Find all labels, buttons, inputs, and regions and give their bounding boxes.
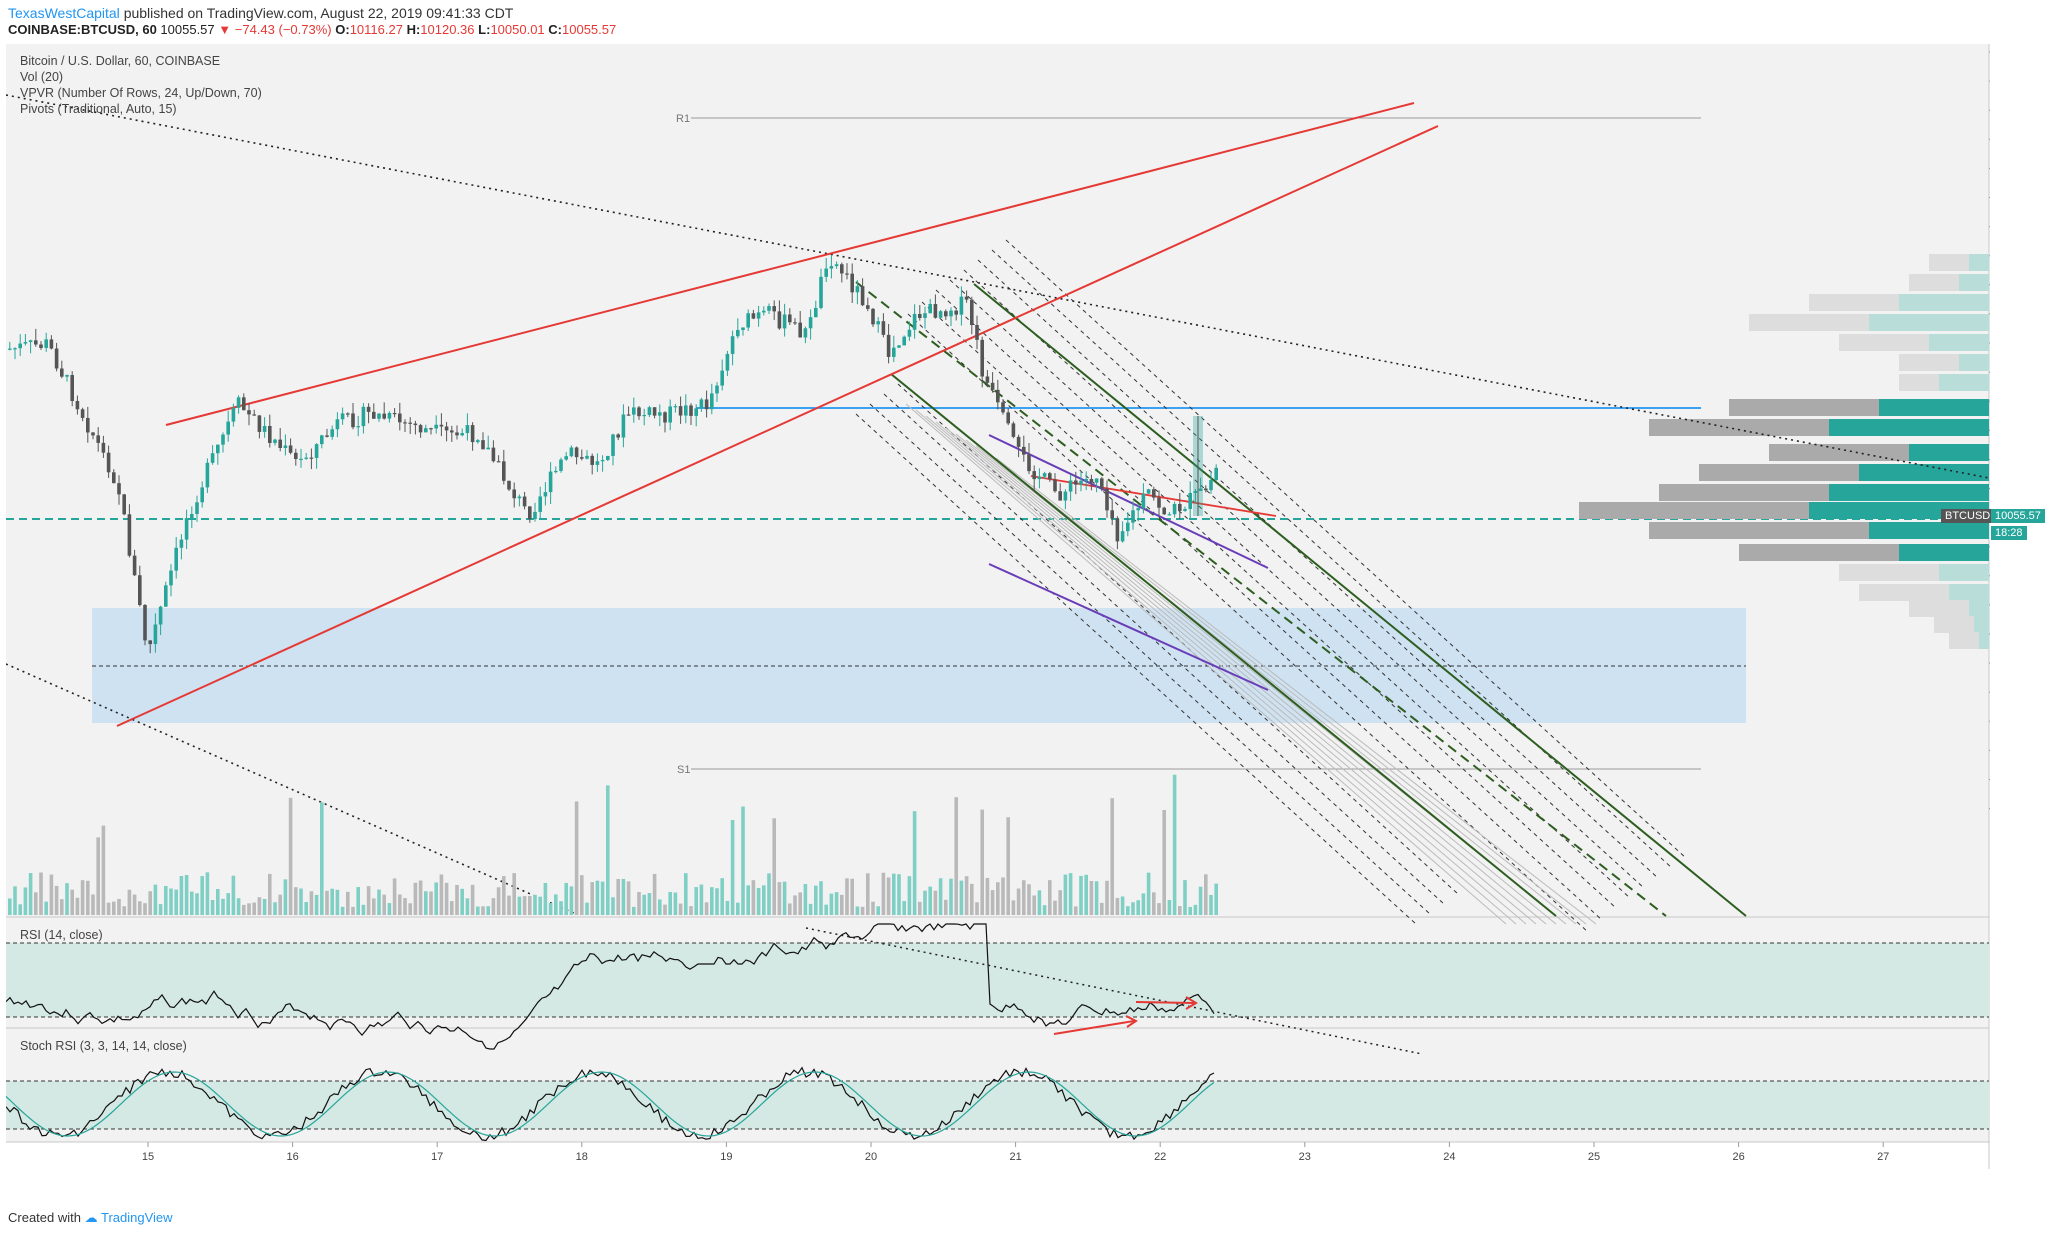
- symbol-badge: BTCUSD: [1941, 509, 1995, 523]
- open-value: 10116.27: [349, 22, 403, 37]
- low-label: L:: [478, 22, 491, 37]
- time-tick-label: 15: [142, 1151, 154, 1163]
- close-label: C:: [548, 22, 563, 37]
- chart-canvas[interactable]: R1 S1: [6, 44, 1990, 1169]
- rsi-divergence-arrow-2[interactable]: [1135, 1001, 1195, 1004]
- lower-dotted-trendline[interactable]: [6, 663, 577, 915]
- main-legend-title: Bitcoin / U.S. Dollar, 60, COINBASE: [20, 54, 221, 68]
- tradingview-link[interactable]: TradingView: [101, 1210, 173, 1225]
- rsi-divergence-arrow-1[interactable]: [1053, 1020, 1135, 1035]
- time-tick-label: 18: [576, 1151, 588, 1163]
- created-with: Created with ☁ TradingView: [8, 1210, 173, 1226]
- pivot-r1-label: R1: [676, 113, 690, 125]
- time-tick-label: 25: [1588, 1151, 1600, 1163]
- rsi-band: [6, 943, 1989, 1017]
- vol-legend: Vol (20): [20, 70, 64, 84]
- wedge-lower-line[interactable]: [116, 125, 1439, 727]
- time-tick-label: 22: [1154, 1151, 1166, 1163]
- price-change: ▼ −74.43 (−0.73%): [218, 22, 332, 37]
- last-price: 10055.57: [160, 22, 215, 37]
- publish-line: TexasWestCapital published on TradingVie…: [8, 5, 513, 21]
- ohlc-line: COINBASE:BTCUSD, 60 10055.57 ▼ −74.43 (−…: [8, 22, 616, 37]
- time-tick-label: 27: [1877, 1151, 1889, 1163]
- pivots-legend: Pivots (Traditional, Auto, 15): [20, 102, 177, 116]
- created-with-label: Created with: [8, 1210, 81, 1225]
- rsi-trendline[interactable]: [805, 927, 1423, 1055]
- pitchfork-channel[interactable]: [855, 239, 1747, 933]
- rsi-legend: RSI (14, close): [20, 928, 103, 942]
- footer: Created with ☁ TradingView: [0, 1200, 2058, 1233]
- time-tick-label: 21: [1009, 1151, 1021, 1163]
- rsi-line: [6, 923, 1215, 1050]
- time-axis[interactable]: 15 16 17 18 19 20 21 22 23 24 25 26 27: [142, 1142, 1889, 1163]
- open-label: O:: [335, 22, 350, 37]
- stoch-band: [6, 1081, 1989, 1129]
- pivot-s1-label: S1: [677, 764, 690, 776]
- time-tick-label: 26: [1732, 1151, 1744, 1163]
- publish-info: published on TradingView.com, August 22,…: [123, 5, 514, 21]
- vpvr-legend: VPVR (Number Of Rows, 24, Up/Down, 70): [20, 86, 262, 100]
- close-value: 10055.57: [562, 22, 617, 37]
- symbol-label: COINBASE:BTCUSD, 60: [8, 22, 157, 37]
- volume-bars: [8, 774, 1218, 915]
- countdown-badge: 18:28: [1991, 526, 2027, 540]
- high-value: 10120.36: [420, 22, 475, 37]
- high-label: H:: [406, 22, 421, 37]
- author-link[interactable]: TexasWestCapital: [8, 5, 120, 21]
- volume-profile[interactable]: [1579, 254, 1989, 649]
- current-price-badge: 10055.57: [1991, 509, 2045, 523]
- candlesticks[interactable]: [8, 255, 1218, 654]
- time-tick-label: 17: [431, 1151, 443, 1163]
- publication-header: TexasWestCapital published on TradingVie…: [0, 0, 2058, 40]
- time-tick-label: 23: [1299, 1151, 1311, 1163]
- time-tick-label: 20: [865, 1151, 877, 1163]
- purple-upper-line[interactable]: [988, 434, 1269, 569]
- stoch-legend: Stoch RSI (3, 3, 14, 14, close): [20, 1039, 187, 1053]
- time-tick-label: 19: [720, 1151, 732, 1163]
- time-tick-label: 16: [286, 1151, 298, 1163]
- chart-area[interactable]: R1 S1: [6, 44, 2045, 1169]
- stoch-d-line: [6, 1071, 1215, 1137]
- purple-lower-line[interactable]: [988, 563, 1269, 691]
- tradingview-logo-icon: ☁: [84, 1210, 98, 1225]
- main-pane[interactable]: [6, 44, 1989, 917]
- time-tick-label: 24: [1443, 1151, 1455, 1163]
- wedge-upper-line[interactable]: [165, 102, 1415, 426]
- low-value: 10050.01: [490, 22, 545, 37]
- descending-trendline[interactable]: [6, 94, 1990, 479]
